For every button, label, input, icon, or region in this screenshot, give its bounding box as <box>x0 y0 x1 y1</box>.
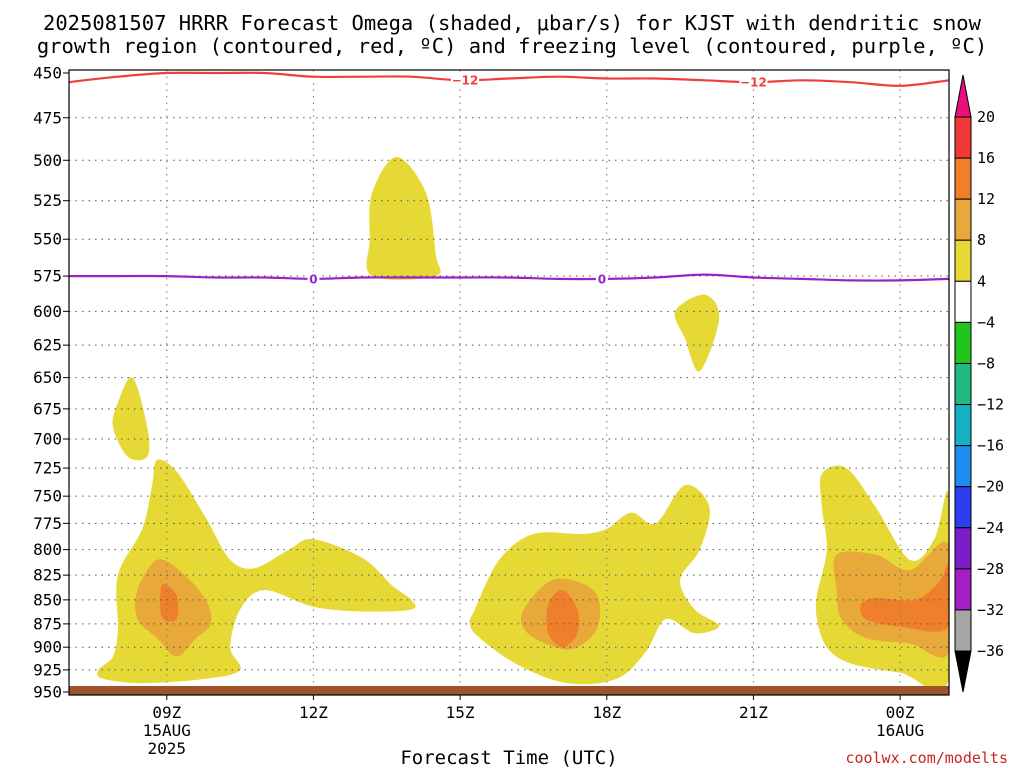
colorbar-label: 12 <box>977 190 995 208</box>
freezing-contour-line <box>69 273 949 282</box>
dgz-contour-label: −12 <box>740 76 767 90</box>
y-tick-label: 850 <box>33 590 62 609</box>
colorbar-bin <box>954 527 972 570</box>
x-tick-date: 15AUG <box>143 721 191 740</box>
x-tick-label: 00Z <box>886 703 915 722</box>
colorbar-label: −4 <box>977 313 995 331</box>
y-tick-label: 525 <box>33 191 62 210</box>
colorbar-label: 4 <box>977 272 986 290</box>
colorbar-label: −32 <box>977 601 1004 619</box>
colorbar-bin <box>954 198 972 241</box>
colorbar-bin <box>954 321 972 364</box>
chart-title: 2025081507 HRRR Forecast Omega (shaded, … <box>43 11 982 35</box>
dgz-contour-label: −12 <box>452 74 479 88</box>
freezing-contour-label-bg <box>307 271 320 286</box>
dgz-contour-label-bg <box>451 73 479 88</box>
y-tick-label: 625 <box>33 336 62 355</box>
y-tick-label: 725 <box>33 459 62 478</box>
plot-frame <box>68 69 950 696</box>
y-tick-label: 500 <box>33 151 62 170</box>
colorbar-label: −28 <box>977 560 1004 578</box>
y-tick-label: 650 <box>33 368 62 387</box>
colorbar-label: −36 <box>977 642 1004 660</box>
y-tick-label: 700 <box>33 430 62 449</box>
contour-lines: −12 −12 0 0 <box>69 71 949 286</box>
credit-text: coolwx.com/modelts <box>845 749 1008 767</box>
plot-area: −12 −12 0 0 <box>68 69 950 696</box>
y-tick-label: 775 <box>33 514 62 533</box>
omega-region-orange-evening <box>860 563 949 632</box>
y-tick-label: 800 <box>33 540 62 559</box>
y-tick-label: 875 <box>33 614 62 633</box>
y-tick-label: 600 <box>33 302 62 321</box>
y-tick-label: 575 <box>33 267 62 286</box>
y-tick-label: 925 <box>33 660 62 679</box>
freezing-contour-label: 0 <box>598 272 606 286</box>
colorbar-label: −20 <box>977 478 1004 496</box>
grid-lines <box>69 70 949 695</box>
colorbar-bin <box>954 280 972 323</box>
dgz-contour-label-bg <box>739 75 768 90</box>
freezing-contour-label-bg <box>595 271 608 286</box>
x-tick-label: 09Z <box>152 703 181 722</box>
y-tick-label: 750 <box>33 487 62 506</box>
y-tick-label: 450 <box>33 64 62 83</box>
y-tick-label: 550 <box>33 230 62 249</box>
colorbar-label: −24 <box>977 519 1004 537</box>
x-tick-label: 18Z <box>592 703 621 722</box>
omega-region-yellow-mid-blob <box>674 294 720 372</box>
colorbar-label: −16 <box>977 437 1004 455</box>
x-tick-label: 15Z <box>446 703 475 722</box>
colorbar-top-arrow <box>954 74 972 118</box>
x-tick-year: 2025 <box>148 739 187 758</box>
chart-subtitle: growth region (contoured, red, ºC) and f… <box>37 34 987 58</box>
colorbar-label: 8 <box>977 231 986 249</box>
colorbar-label: −12 <box>977 396 1004 414</box>
y-tick-label: 475 <box>33 108 62 127</box>
colorbar-bin <box>954 239 972 282</box>
omega-region-yellow-upper-blob <box>366 157 441 280</box>
dgz-contour-line <box>69 71 949 87</box>
x-tick-date: 16AUG <box>876 721 924 740</box>
colorbar-label: −8 <box>977 354 995 372</box>
omega-shading <box>97 157 949 691</box>
omega-region-orange-afternoon <box>546 590 580 648</box>
omega-region-orange-morning <box>160 584 179 622</box>
colorbar-label: 20 <box>977 108 995 126</box>
freezing-contour-label: 0 <box>309 272 317 286</box>
y-tick-label: 825 <box>33 566 62 585</box>
colorbar-bin <box>954 362 972 406</box>
colorbar-bin <box>954 609 972 652</box>
x-axis-label: Forecast Time (UTC) <box>400 747 617 768</box>
y-axis: 450 475 500 525 550 575 600 625 650 675 700 725 750 7… <box>33 64 69 702</box>
y-tick-label: 675 <box>33 399 62 418</box>
x-tick-label: 21Z <box>739 703 768 722</box>
colorbar: 20 16 12 8 4 −4 −8 −12 −16 −20 −24 −28 −32 −36 <box>954 74 1004 693</box>
colorbar-bin <box>954 568 972 611</box>
y-tick-label: 950 <box>33 683 62 702</box>
colorbar-label: 16 <box>977 149 995 167</box>
ground-strip <box>69 686 949 695</box>
colorbar-bin <box>954 486 972 529</box>
colorbar-bin <box>954 157 972 200</box>
colorbar-bin <box>954 445 972 488</box>
ground-segment <box>69 686 949 695</box>
x-tick-label: 12Z <box>299 703 328 722</box>
y-tick-label: 900 <box>33 638 62 657</box>
colorbar-bin <box>954 404 972 447</box>
colorbar-bottom-arrow <box>954 650 972 693</box>
colorbar-bin <box>954 116 972 159</box>
